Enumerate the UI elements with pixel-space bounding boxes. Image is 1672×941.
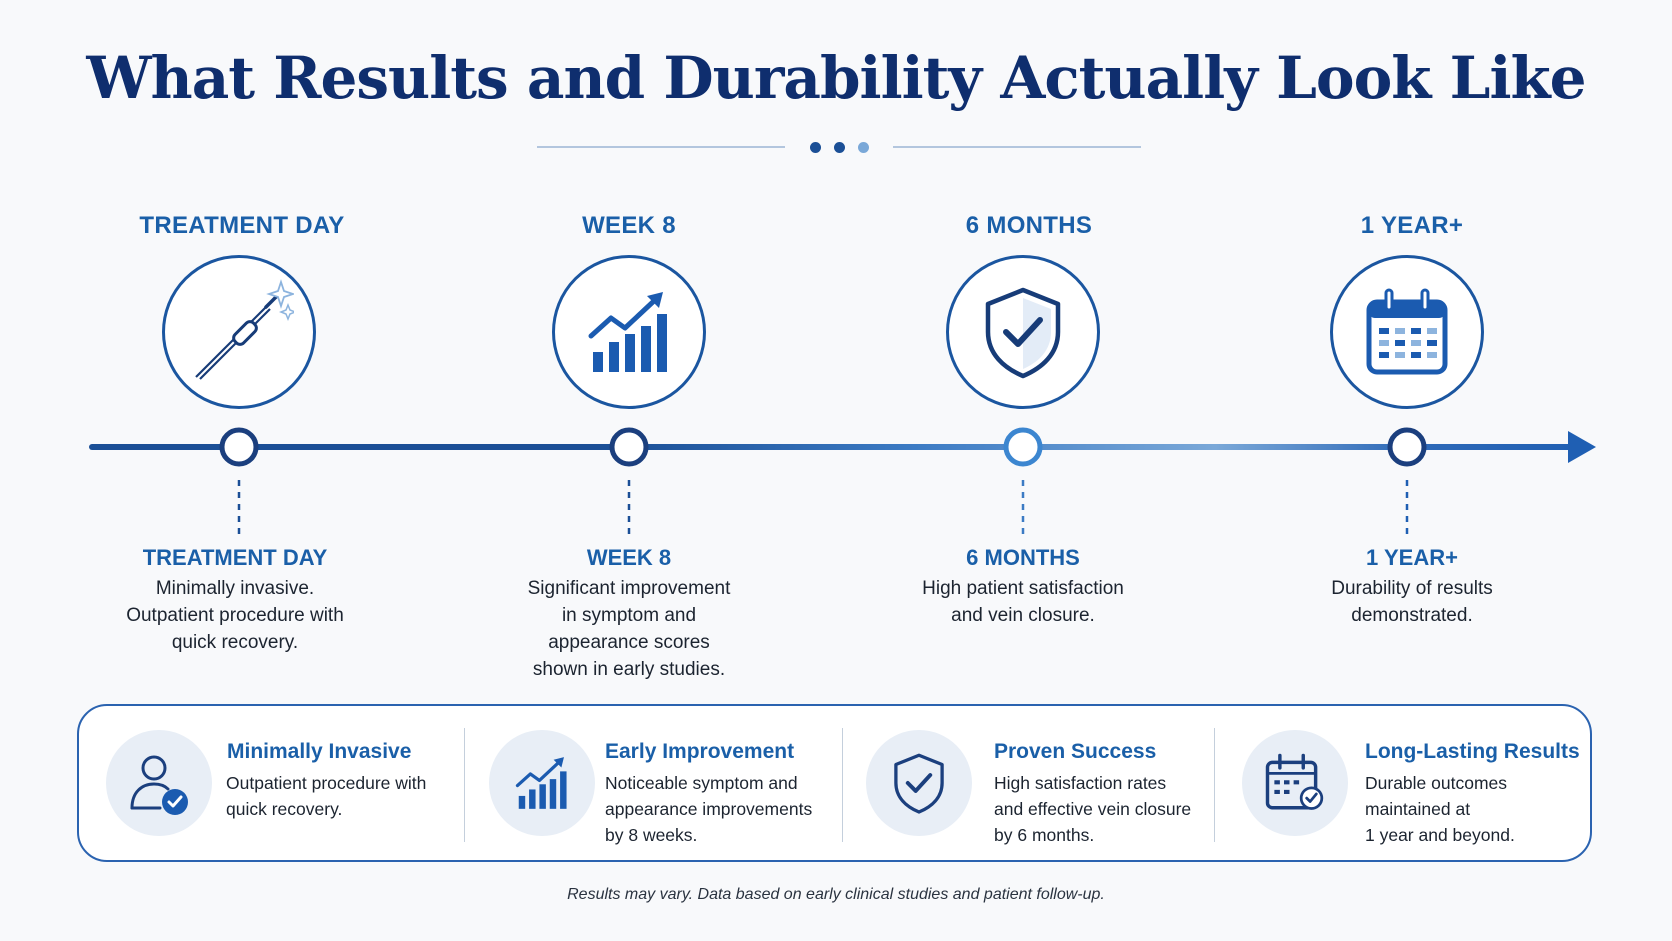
summary-title: Proven Success	[994, 740, 1157, 763]
stage-subheading: TREATMENT DAY	[142, 545, 328, 570]
stage-description-line: Durability of results	[1331, 578, 1493, 599]
growth-chart-icon	[515, 757, 567, 809]
summary-description-line: by 6 months.	[994, 825, 1095, 845]
summary-description-line: and effective vein closure	[994, 799, 1192, 819]
summary-icon-circle	[866, 730, 972, 836]
shield-check-icon	[985, 287, 1061, 379]
title-dot	[858, 142, 869, 153]
summary-description: High satisfaction rates and effective ve…	[994, 770, 1224, 848]
stage-description-line: and vein closure.	[951, 605, 1095, 626]
title-dot	[834, 142, 845, 153]
timeline-node	[1387, 427, 1427, 467]
timeline-arrowhead	[1568, 431, 1596, 463]
summary-icon-circle	[489, 730, 595, 836]
calendar-check-icon	[1265, 753, 1324, 810]
stage-heading: 6 MONTHS	[965, 212, 1093, 239]
stage-heading: 1 YEAR+	[1360, 212, 1464, 239]
summary-divider	[464, 728, 465, 842]
summary-title: Early Improvement	[605, 740, 795, 763]
timeline-node	[609, 427, 649, 467]
stage-description-line: Significant improvement	[527, 578, 731, 599]
summary-icon-circle	[106, 730, 212, 836]
summary-description: Durable outcomes maintained at 1 year an…	[1365, 770, 1595, 848]
summary-title: Long-Lasting Results	[1365, 740, 1580, 763]
summary-description-line: Durable outcomes	[1365, 773, 1508, 793]
timeline-node	[219, 427, 259, 467]
summary-description-line: Outpatient procedure with	[226, 773, 427, 793]
stage-description-line: Outpatient procedure with	[126, 605, 344, 626]
disclaimer: Results may vary. Data based on early cl…	[567, 886, 1105, 903]
stage-description-line: demonstrated.	[1351, 605, 1473, 626]
stage-icon-circle	[552, 255, 706, 409]
stage-description-line: appearance scores	[548, 632, 710, 653]
summary-description-line: quick recovery.	[226, 799, 343, 819]
timeline-node	[1003, 427, 1043, 467]
stage-icon-circle	[1330, 255, 1484, 409]
summary-description-line: Noticeable symptom and	[605, 773, 798, 793]
stage-description: High patient satisfaction and vein closu…	[873, 575, 1173, 629]
stage-subheading: 1 YEAR+	[1366, 545, 1458, 570]
stage-description-line: in symptom and	[561, 605, 697, 626]
catheter-icon	[195, 279, 294, 380]
stage-description-line: Minimally invasive.	[155, 578, 315, 599]
stage-heading: WEEK 8	[582, 212, 676, 239]
stage-description: Significant improvement in symptom and a…	[479, 575, 779, 683]
summary-description-line: 1 year and beyond.	[1365, 825, 1515, 845]
stage-description-line: High patient satisfaction	[922, 578, 1124, 599]
calendar-icon	[1366, 288, 1448, 375]
stage-subheading: WEEK 8	[586, 545, 672, 570]
title-dot	[810, 142, 821, 153]
summary-icon-circle	[1242, 730, 1348, 836]
stage-icon-circle	[946, 255, 1100, 409]
stage-subheading: 6 MONTHS	[966, 545, 1080, 570]
summary-divider	[1214, 728, 1215, 842]
summary-title: Minimally Invasive	[227, 740, 412, 763]
shield-check-icon	[894, 753, 944, 814]
stage-description: Minimally invasive. Outpatient procedure…	[85, 575, 385, 656]
summary-description: Outpatient procedure with quick recovery…	[226, 770, 456, 822]
title-rule-right	[893, 146, 1141, 148]
stage-description-line: quick recovery.	[171, 632, 299, 653]
stage-heading: TREATMENT DAY	[139, 212, 345, 239]
page-title: What Results and Durability Actually Loo…	[86, 44, 1586, 112]
title-rule-left	[537, 146, 785, 148]
summary-description-line: maintained at	[1365, 799, 1471, 819]
summary-description: Noticeable symptom and appearance improv…	[605, 770, 835, 848]
summary-description-line: appearance improvements	[605, 799, 813, 819]
summary-description-line: by 8 weeks.	[605, 825, 698, 845]
summary-divider	[842, 728, 843, 842]
stage-description: Durability of results demonstrated.	[1262, 575, 1562, 629]
user-check-icon	[130, 755, 188, 815]
summary-card: Minimally Invasive Outpatient procedure …	[77, 704, 1592, 862]
stage-icon-circle	[162, 255, 316, 409]
summary-description-line: High satisfaction rates	[994, 773, 1167, 793]
stage-description-line: shown in early studies.	[532, 659, 726, 680]
growth-chart-icon	[588, 292, 667, 372]
